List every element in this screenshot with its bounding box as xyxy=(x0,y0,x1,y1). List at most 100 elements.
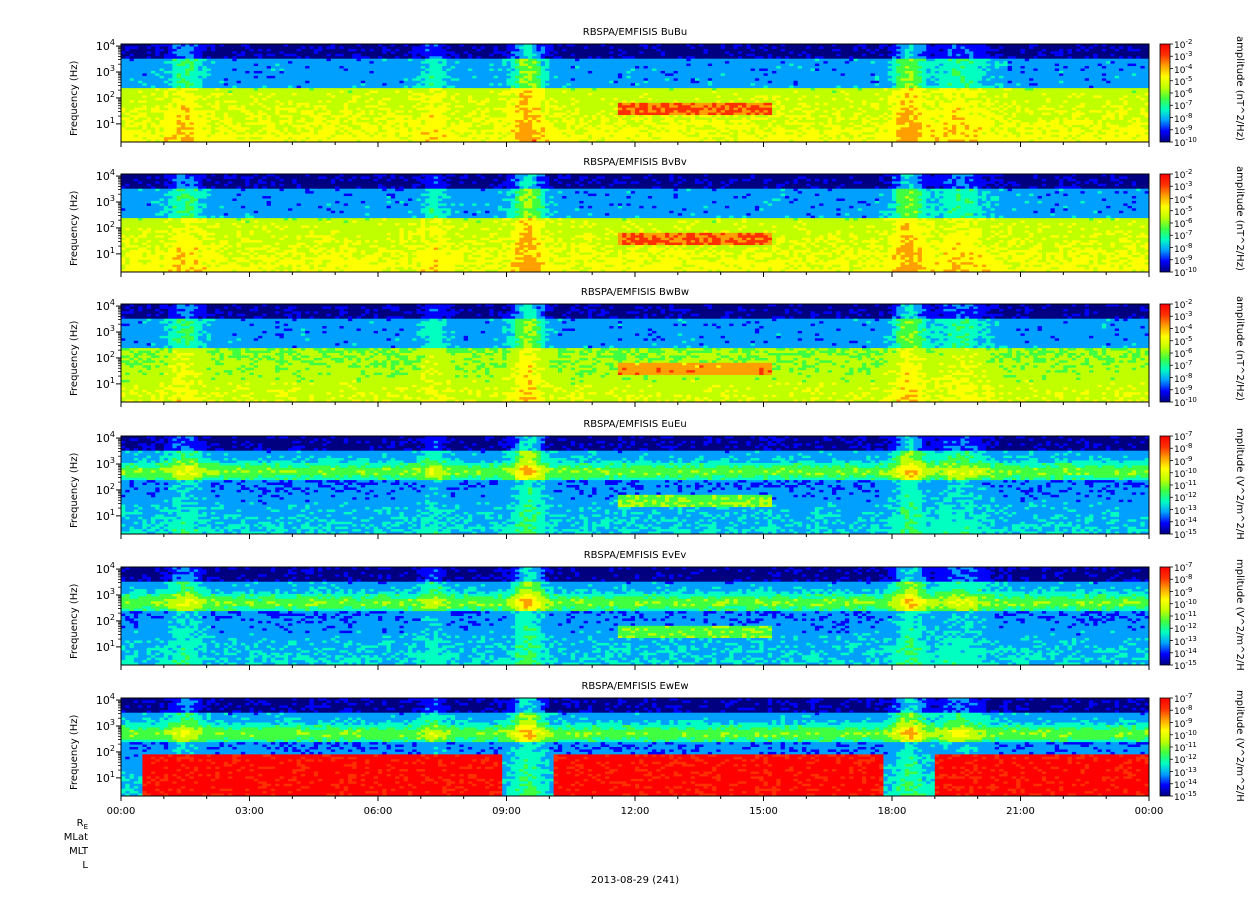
y-tick-label: 101 xyxy=(75,246,115,261)
colorbar-tick-label: 10-8 xyxy=(1174,442,1192,455)
y-tick-exp: 2 xyxy=(110,220,115,229)
colorbar-tick-exp: -7 xyxy=(1185,561,1192,569)
y-tick-label: 102 xyxy=(75,220,115,235)
colorbar xyxy=(1160,567,1170,665)
colorbar-tick-label: 10-11 xyxy=(1174,741,1197,754)
colorbar-tick-label: 10-15 xyxy=(1174,659,1197,672)
colorbar-tick-exp: -14 xyxy=(1185,778,1196,786)
y-tick-label: 102 xyxy=(75,350,115,365)
y-tick-label: 103 xyxy=(75,456,115,471)
colorbar-label: mplitude (V^2/m^2/H xyxy=(1234,559,1245,671)
y-tick-base: 10 xyxy=(96,772,110,785)
colorbar-tick-label: 10-11 xyxy=(1174,610,1197,623)
y-tick-base: 10 xyxy=(96,694,110,707)
colorbar-tick-exp: -15 xyxy=(1185,790,1196,798)
colorbar-tick-exp: -9 xyxy=(1185,384,1192,392)
x-tick-label: 12:00 xyxy=(610,806,660,817)
y-tick-base: 10 xyxy=(96,352,110,365)
colorbar-tick-label: 10-7 xyxy=(1174,229,1192,242)
y-tick-exp: 2 xyxy=(110,90,115,99)
colorbar-tick-exp: -2 xyxy=(1185,298,1192,306)
colorbar-tick-exp: -9 xyxy=(1185,124,1192,132)
colorbar-tick-label: 10-10 xyxy=(1174,729,1197,742)
y-tick-base: 10 xyxy=(96,326,110,339)
colorbar-tick-exp: -13 xyxy=(1185,504,1196,512)
ephemeris-label-text: L xyxy=(82,860,88,871)
colorbar-tick-label: 10-9 xyxy=(1174,455,1192,468)
colorbar-tick-exp: -5 xyxy=(1185,75,1192,83)
colorbar-tick-label: 10-13 xyxy=(1174,504,1197,517)
y-tick-exp: 2 xyxy=(110,613,115,622)
y-tick-base: 10 xyxy=(96,378,110,391)
colorbar-tick-label: 10-7 xyxy=(1174,359,1192,372)
ephemeris-label-text: MLT xyxy=(69,846,88,857)
colorbar-tick-exp: -8 xyxy=(1185,442,1192,450)
spectrogram-cells xyxy=(121,44,1149,142)
y-tick-exp: 2 xyxy=(110,744,115,753)
y-tick-base: 10 xyxy=(96,66,110,79)
colorbar-tick-label: 10-6 xyxy=(1174,217,1192,230)
colorbar-tick-label: 10-6 xyxy=(1174,87,1192,100)
y-tick-label: 101 xyxy=(75,376,115,391)
y-tick-base: 10 xyxy=(96,615,110,628)
y-tick-exp: 1 xyxy=(110,508,115,517)
colorbar-tick-exp: -11 xyxy=(1185,610,1196,618)
colorbar-tick-exp: -11 xyxy=(1185,741,1196,749)
spectrogram-cells xyxy=(121,698,1149,796)
x-tick-label: 03:00 xyxy=(225,806,275,817)
colorbar-tick-label: 10-14 xyxy=(1174,516,1197,529)
ephemeris-label: L xyxy=(28,860,88,871)
x-tick-label: 00:00 xyxy=(1124,806,1174,817)
panel-6 xyxy=(116,698,1173,801)
x-tick-label: 21:00 xyxy=(996,806,1046,817)
colorbar-tick-label: 10-7 xyxy=(1174,430,1192,443)
colorbar-tick-exp: -7 xyxy=(1185,430,1192,438)
colorbar-tick-label: 10-9 xyxy=(1174,124,1192,137)
spectrogram-cells xyxy=(121,567,1149,665)
colorbar-tick-label: 10-3 xyxy=(1174,310,1192,323)
y-tick-base: 10 xyxy=(96,432,110,445)
panel-5 xyxy=(116,567,1173,670)
y-tick-exp: 3 xyxy=(110,718,115,727)
y-axis-label: Frequency (Hz) xyxy=(69,61,80,136)
panel-title: RBSPA/EMFISIS EvEv xyxy=(485,550,785,561)
y-tick-exp: 2 xyxy=(110,350,115,359)
colorbar-tick-label: 10-8 xyxy=(1174,242,1192,255)
colorbar-tick-label: 10-5 xyxy=(1174,205,1192,218)
y-tick-label: 101 xyxy=(75,639,115,654)
colorbar-tick-exp: -6 xyxy=(1185,347,1192,355)
colorbar xyxy=(1160,174,1170,272)
colorbar-tick-exp: -4 xyxy=(1185,323,1192,331)
colorbar-tick-label: 10-13 xyxy=(1174,635,1197,648)
colorbar-tick-base: 10 xyxy=(1174,269,1185,279)
y-tick-exp: 1 xyxy=(110,770,115,779)
colorbar-tick-label: 10-3 xyxy=(1174,180,1192,193)
y-tick-exp: 1 xyxy=(110,116,115,125)
colorbar-tick-base: 10 xyxy=(1174,139,1185,149)
colorbar-tick-exp: -14 xyxy=(1185,516,1196,524)
colorbar-tick-exp: -12 xyxy=(1185,491,1196,499)
colorbar-tick-label: 10-10 xyxy=(1174,266,1197,279)
colorbar-tick-label: 10-10 xyxy=(1174,467,1197,480)
y-tick-base: 10 xyxy=(96,484,110,497)
colorbar-tick-exp: -3 xyxy=(1185,310,1192,318)
colorbar-tick-label: 10-5 xyxy=(1174,75,1192,88)
colorbar-tick-exp: -8 xyxy=(1185,704,1192,712)
ephemeris-label-text: MLat xyxy=(64,832,88,843)
colorbar-tick-label: 10-14 xyxy=(1174,778,1197,791)
panel-title: RBSPA/EMFISIS BvBv xyxy=(485,157,785,168)
colorbar-tick-exp: -10 xyxy=(1185,729,1196,737)
colorbar-label: mplitude (V^2/m^2/H xyxy=(1234,428,1245,540)
panel-3 xyxy=(116,304,1173,407)
colorbar-tick-exp: -10 xyxy=(1185,598,1196,606)
y-tick-base: 10 xyxy=(96,563,110,576)
x-tick-label: 09:00 xyxy=(482,806,532,817)
y-tick-exp: 3 xyxy=(110,194,115,203)
y-tick-label: 103 xyxy=(75,718,115,733)
y-axis-label: Frequency (Hz) xyxy=(69,453,80,528)
y-tick-label: 104 xyxy=(75,430,115,445)
y-axis-label: Frequency (Hz) xyxy=(69,191,80,266)
y-tick-label: 104 xyxy=(75,561,115,576)
